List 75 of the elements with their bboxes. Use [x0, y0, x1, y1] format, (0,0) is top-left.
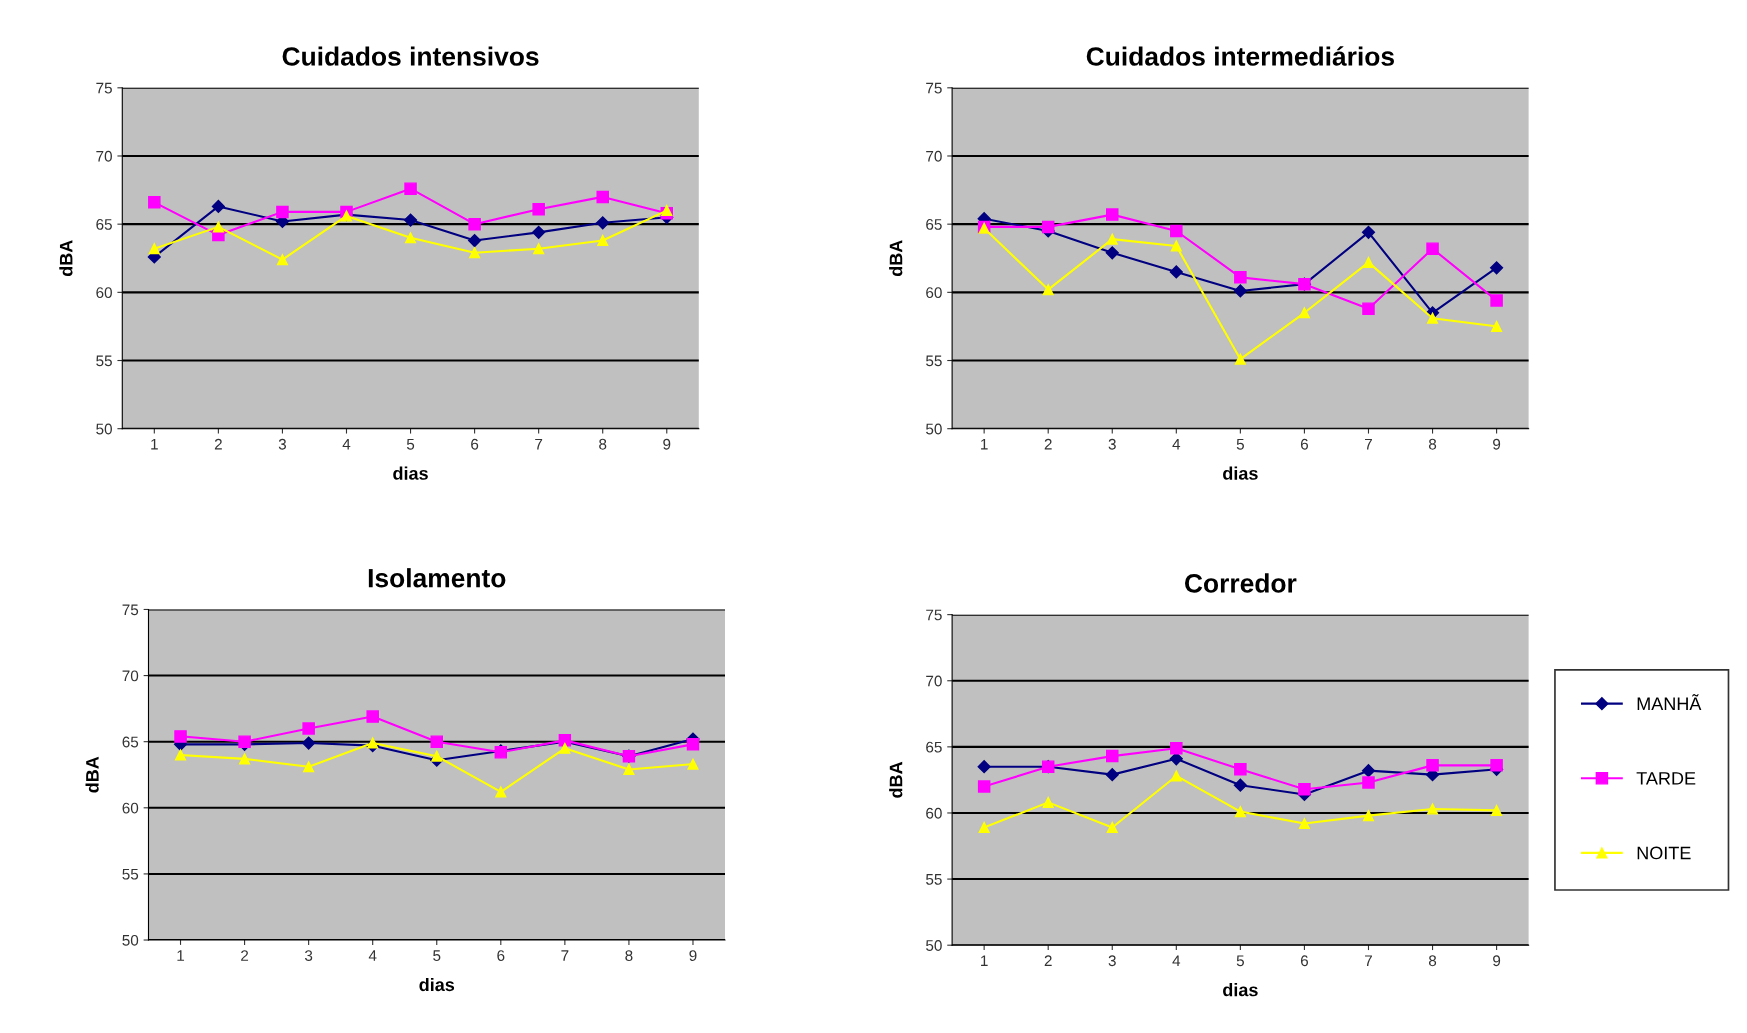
- x-axis-title: dias: [419, 977, 455, 992]
- chart-title: Cuidados intensivos: [282, 46, 539, 66]
- x-tick-label: 4: [1172, 955, 1181, 966]
- x-tick-label: 8: [1428, 955, 1437, 967]
- x-tick-label: 8: [1428, 438, 1437, 450]
- x-tick-label: 6: [471, 438, 479, 450]
- x-tick-label: 8: [599, 438, 607, 450]
- x-tick-label: 2: [214, 438, 222, 450]
- x-tick-label: 1: [981, 438, 988, 450]
- y-tick-label: 50: [926, 940, 942, 951]
- y-tick-label: 75: [122, 604, 139, 616]
- x-tick-label: 9: [1493, 438, 1501, 450]
- x-tick-label: 1: [177, 950, 185, 961]
- x-tick-label: 5: [1236, 438, 1244, 450]
- y-tick-label: 70: [122, 670, 139, 682]
- x-axis-title: dias: [1223, 983, 1258, 997]
- x-tick-label: 9: [663, 438, 671, 450]
- y-tick-label: 55: [96, 355, 112, 367]
- legend-label: MANHÃ: [1637, 694, 1702, 710]
- y-tick-label: 75: [926, 82, 942, 94]
- y-tick-label: 60: [926, 807, 942, 819]
- y-tick-label: 70: [96, 150, 112, 162]
- x-tick-label: 5: [1236, 955, 1244, 967]
- y-axis-title: dBA: [85, 756, 99, 793]
- x-tick-label: 9: [1493, 955, 1501, 967]
- x-tick-label: 3: [278, 438, 287, 450]
- x-tick-label: 7: [1365, 438, 1372, 450]
- y-tick-label: 50: [926, 423, 942, 435]
- y-tick-label: 50: [122, 934, 139, 946]
- x-tick-label: 3: [1108, 438, 1116, 450]
- chart-title: Cuidados intermediários: [1086, 46, 1394, 66]
- y-tick-label: 65: [122, 736, 139, 748]
- y-tick-label: 65: [926, 219, 942, 230]
- x-tick-label: 4: [368, 950, 377, 961]
- x-tick-label: 5: [433, 950, 441, 961]
- y-tick-label: 75: [926, 609, 942, 621]
- x-tick-label: 9: [689, 950, 697, 961]
- chart-title: Isolamento: [368, 568, 506, 588]
- x-tick-label: 1: [981, 955, 988, 966]
- chart-title: Corredor: [1185, 573, 1297, 593]
- x-tick-label: 5: [406, 438, 415, 450]
- y-tick-label: 65: [96, 219, 112, 230]
- y-tick-label: 50: [96, 423, 112, 435]
- x-tick-label: 4: [342, 438, 351, 450]
- y-tick-label: 70: [926, 675, 942, 687]
- x-axis-title: dias: [393, 466, 428, 480]
- x-tick-label: 2: [1044, 438, 1052, 450]
- x-tick-label: 2: [1044, 955, 1052, 966]
- y-tick-label: 55: [926, 355, 942, 367]
- x-tick-label: 7: [1365, 955, 1372, 966]
- x-tick-label: 2: [241, 950, 249, 961]
- x-tick-label: 6: [1300, 955, 1308, 967]
- x-tick-label: 7: [561, 950, 569, 961]
- x-tick-label: 6: [497, 950, 505, 961]
- legend-label: TARDE: [1636, 772, 1696, 785]
- y-tick-label: 60: [122, 802, 139, 814]
- y-tick-label: 55: [926, 874, 942, 885]
- y-tick-label: 75: [96, 82, 112, 94]
- x-tick-label: 3: [1108, 955, 1116, 967]
- y-axis-title: dBA: [59, 240, 73, 277]
- y-axis-title: dBA: [889, 240, 903, 277]
- y-tick-label: 70: [926, 150, 942, 162]
- y-tick-label: 60: [926, 287, 942, 299]
- legend-label: NOITE: [1637, 846, 1691, 860]
- x-axis-title: dias: [1223, 466, 1258, 480]
- x-tick-label: 3: [304, 950, 313, 961]
- x-tick-label: 8: [625, 950, 633, 961]
- y-tick-label: 65: [926, 741, 942, 753]
- x-tick-label: 6: [1300, 438, 1308, 450]
- x-tick-label: 4: [1172, 438, 1181, 450]
- x-tick-label: 1: [151, 438, 158, 450]
- y-tick-label: 55: [122, 868, 139, 880]
- y-axis-title: dBA: [889, 761, 903, 798]
- x-tick-label: 7: [535, 438, 543, 450]
- y-tick-label: 60: [96, 287, 112, 299]
